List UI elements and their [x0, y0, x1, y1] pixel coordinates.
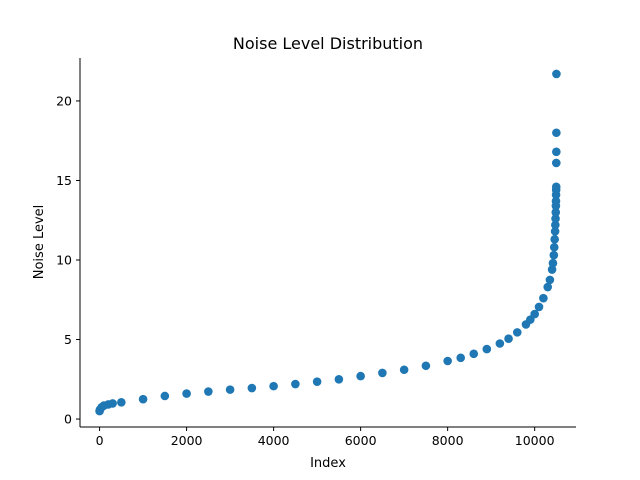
- data-point: [469, 349, 479, 359]
- y-tick-label: 10: [56, 252, 72, 267]
- data-point: [551, 207, 561, 217]
- y-tick-label: 15: [56, 173, 72, 188]
- data-point: [334, 374, 344, 384]
- data-point: [548, 258, 558, 268]
- data-point: [549, 242, 559, 252]
- x-tick-label: 0: [96, 433, 104, 448]
- data-point: [356, 371, 365, 381]
- data-point: [551, 182, 561, 192]
- chart-title: Noise Level Distribution: [233, 34, 423, 53]
- data-point: [547, 265, 557, 274]
- data-point: [482, 344, 492, 354]
- data-point: [378, 368, 387, 378]
- data-point: [551, 158, 561, 168]
- data-point: [312, 377, 322, 386]
- data-point: [550, 227, 560, 236]
- data-point: [551, 220, 560, 230]
- data-point: [225, 385, 235, 394]
- data-point: [550, 235, 559, 244]
- data-point: [551, 196, 561, 206]
- data-point: [182, 389, 191, 398]
- data-point: [247, 383, 257, 393]
- data-point: [204, 387, 213, 396]
- data-point: [456, 353, 466, 363]
- y-tick-label: 5: [64, 332, 72, 347]
- data-point: [421, 361, 431, 371]
- x-tick-label: 10000: [515, 433, 555, 448]
- data-point: [117, 398, 126, 407]
- data-point: [160, 391, 170, 401]
- y-tick-label: 0: [64, 412, 72, 427]
- x-tick-label: 4000: [258, 433, 290, 448]
- x-tick-label: 6000: [345, 433, 377, 448]
- data-point: [512, 328, 522, 337]
- data-point: [552, 147, 561, 157]
- data-point: [504, 334, 513, 344]
- data-point: [543, 282, 553, 292]
- data-point: [138, 394, 148, 404]
- y-axis-title: Noise Level: [32, 205, 47, 280]
- data-point: [530, 309, 539, 319]
- data-point: [399, 365, 409, 375]
- x-tick-label: 2000: [171, 433, 203, 448]
- data-point: [291, 379, 300, 389]
- data-point: [552, 69, 561, 79]
- data-point: [269, 381, 278, 391]
- data-point: [551, 214, 560, 223]
- data-point: [549, 250, 559, 260]
- x-axis-ticks: 0 2000 4000 6000 8000 10000: [96, 427, 555, 448]
- data-point: [108, 399, 117, 408]
- data-point: [495, 339, 505, 348]
- data-point: [545, 275, 555, 285]
- y-axis-ticks: 0 5 10 15 20: [56, 93, 80, 427]
- data-point: [534, 302, 544, 312]
- x-tick-label: 8000: [432, 433, 464, 448]
- data-point: [539, 293, 548, 303]
- y-tick-label: 20: [56, 93, 72, 108]
- x-axis-title: Index: [310, 456, 346, 471]
- data-point: [552, 128, 561, 138]
- data-points: [95, 69, 561, 416]
- data-point: [443, 356, 452, 366]
